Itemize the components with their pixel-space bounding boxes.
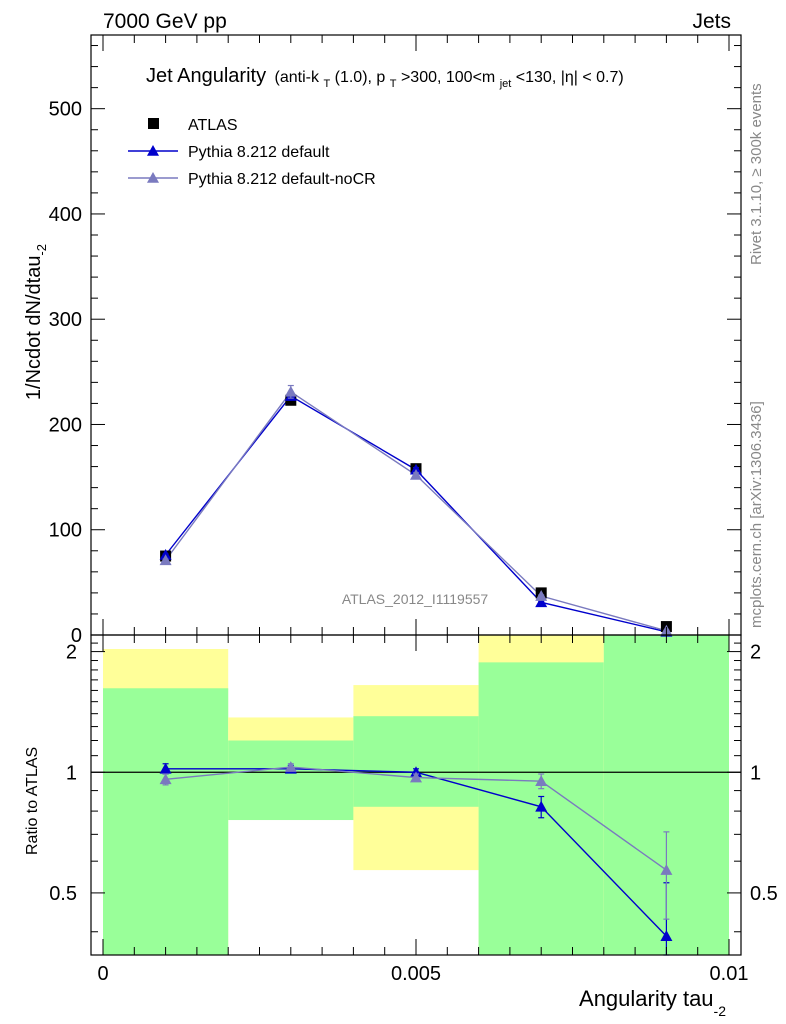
main-series bbox=[159, 384, 673, 637]
legend-marker-triangle bbox=[147, 172, 159, 183]
legend: ATLAS Pythia 8.212 default Pythia 8.212 de… bbox=[128, 117, 376, 188]
legend-label: Pythia 8.212 default-noCR bbox=[188, 171, 376, 188]
ratio-data-point bbox=[535, 775, 548, 786]
title-part-5: jet bbox=[499, 78, 512, 90]
legend-label: Pythia 8.212 default bbox=[188, 144, 330, 161]
xlabel-text: Angularity tau bbox=[579, 986, 714, 1011]
title-part-1: T bbox=[323, 78, 330, 90]
title-part-0: (anti-k bbox=[275, 69, 320, 86]
main-ylabel-sub: -2 bbox=[34, 244, 49, 256]
title-part-6: <130, |η| < 0.7) bbox=[516, 69, 624, 86]
ratio-data-point bbox=[535, 800, 548, 812]
ratio-data-point bbox=[284, 761, 297, 772]
uncertainty-band-green bbox=[353, 716, 479, 807]
mc-data-point bbox=[410, 469, 422, 480]
mc-data-point bbox=[535, 596, 548, 608]
ratio-series bbox=[159, 761, 673, 956]
ratio-data-point bbox=[159, 773, 172, 785]
main-y-axis-title: 1/Ncdot dN/dtau-2 bbox=[23, 244, 49, 400]
main-y-tick-label: 100 bbox=[49, 520, 82, 542]
title-part-2: (1.0), p bbox=[335, 69, 386, 86]
main-ylabel-text: 1/Ncdot dN/dtau bbox=[23, 256, 45, 401]
mc-data-point bbox=[284, 385, 297, 397]
main-y-tick-label: 0 bbox=[71, 625, 82, 647]
xlabel-sub: -2 bbox=[714, 1003, 727, 1019]
main-y-tick-label: 400 bbox=[49, 204, 82, 226]
uncertainty-band-green bbox=[103, 688, 229, 955]
title-part-3: T bbox=[390, 78, 397, 90]
legend-marker-triangle bbox=[147, 145, 159, 156]
main-y-tick-label: 200 bbox=[49, 414, 82, 436]
mcplots-label: mcplots.cern.ch [arXiv:1306.3436] bbox=[748, 401, 765, 628]
rivet-label: Rivet 3.1.10, ≥ 300k events bbox=[748, 83, 765, 265]
x-axis-title: Angularity tau-2 bbox=[579, 986, 726, 1019]
ratio-y-tick-label-right: 2 bbox=[750, 642, 761, 664]
ratio-data-point bbox=[660, 864, 673, 875]
ratio-data-point bbox=[410, 771, 422, 783]
header-left: 7000 GeV pp bbox=[103, 10, 227, 33]
mc-data-point bbox=[535, 590, 548, 601]
ratio-y-tick-label: 0.5 bbox=[49, 883, 77, 905]
ratio-y-tick-label-right: 1 bbox=[750, 762, 761, 784]
x-tick-label: 0.01 bbox=[710, 963, 749, 985]
legend-label: ATLAS bbox=[188, 117, 238, 134]
title-part-4: >300, 100<m bbox=[401, 69, 495, 86]
title-main: Jet Angularity bbox=[146, 65, 266, 87]
header-right: Jets bbox=[692, 10, 731, 33]
mc-data-point bbox=[159, 554, 172, 566]
main-y-tick-label: 300 bbox=[49, 309, 82, 331]
x-tick-label: 0.005 bbox=[391, 963, 441, 985]
ratio-bands bbox=[103, 635, 729, 955]
main-y-tick-label: 500 bbox=[49, 99, 82, 121]
x-tick-label: 0 bbox=[97, 963, 108, 985]
analysis-watermark: ATLAS_2012_I1119557 bbox=[342, 591, 489, 607]
plot-title: Jet Angularity (anti-k T (1.0), p T >300… bbox=[146, 65, 624, 91]
ratio-y-axis-title: Ratio to ATLAS bbox=[24, 747, 41, 855]
ratio-data-point bbox=[159, 762, 172, 774]
ratio-data-point bbox=[660, 930, 673, 941]
uncertainty-band-green bbox=[228, 740, 354, 821]
ratio-y-tick-label-right: 0.5 bbox=[750, 883, 778, 905]
ratio-y-tick-label: 1 bbox=[66, 762, 77, 784]
legend-marker-square bbox=[148, 118, 159, 129]
ratio-y-tick-label: 2 bbox=[66, 642, 77, 664]
